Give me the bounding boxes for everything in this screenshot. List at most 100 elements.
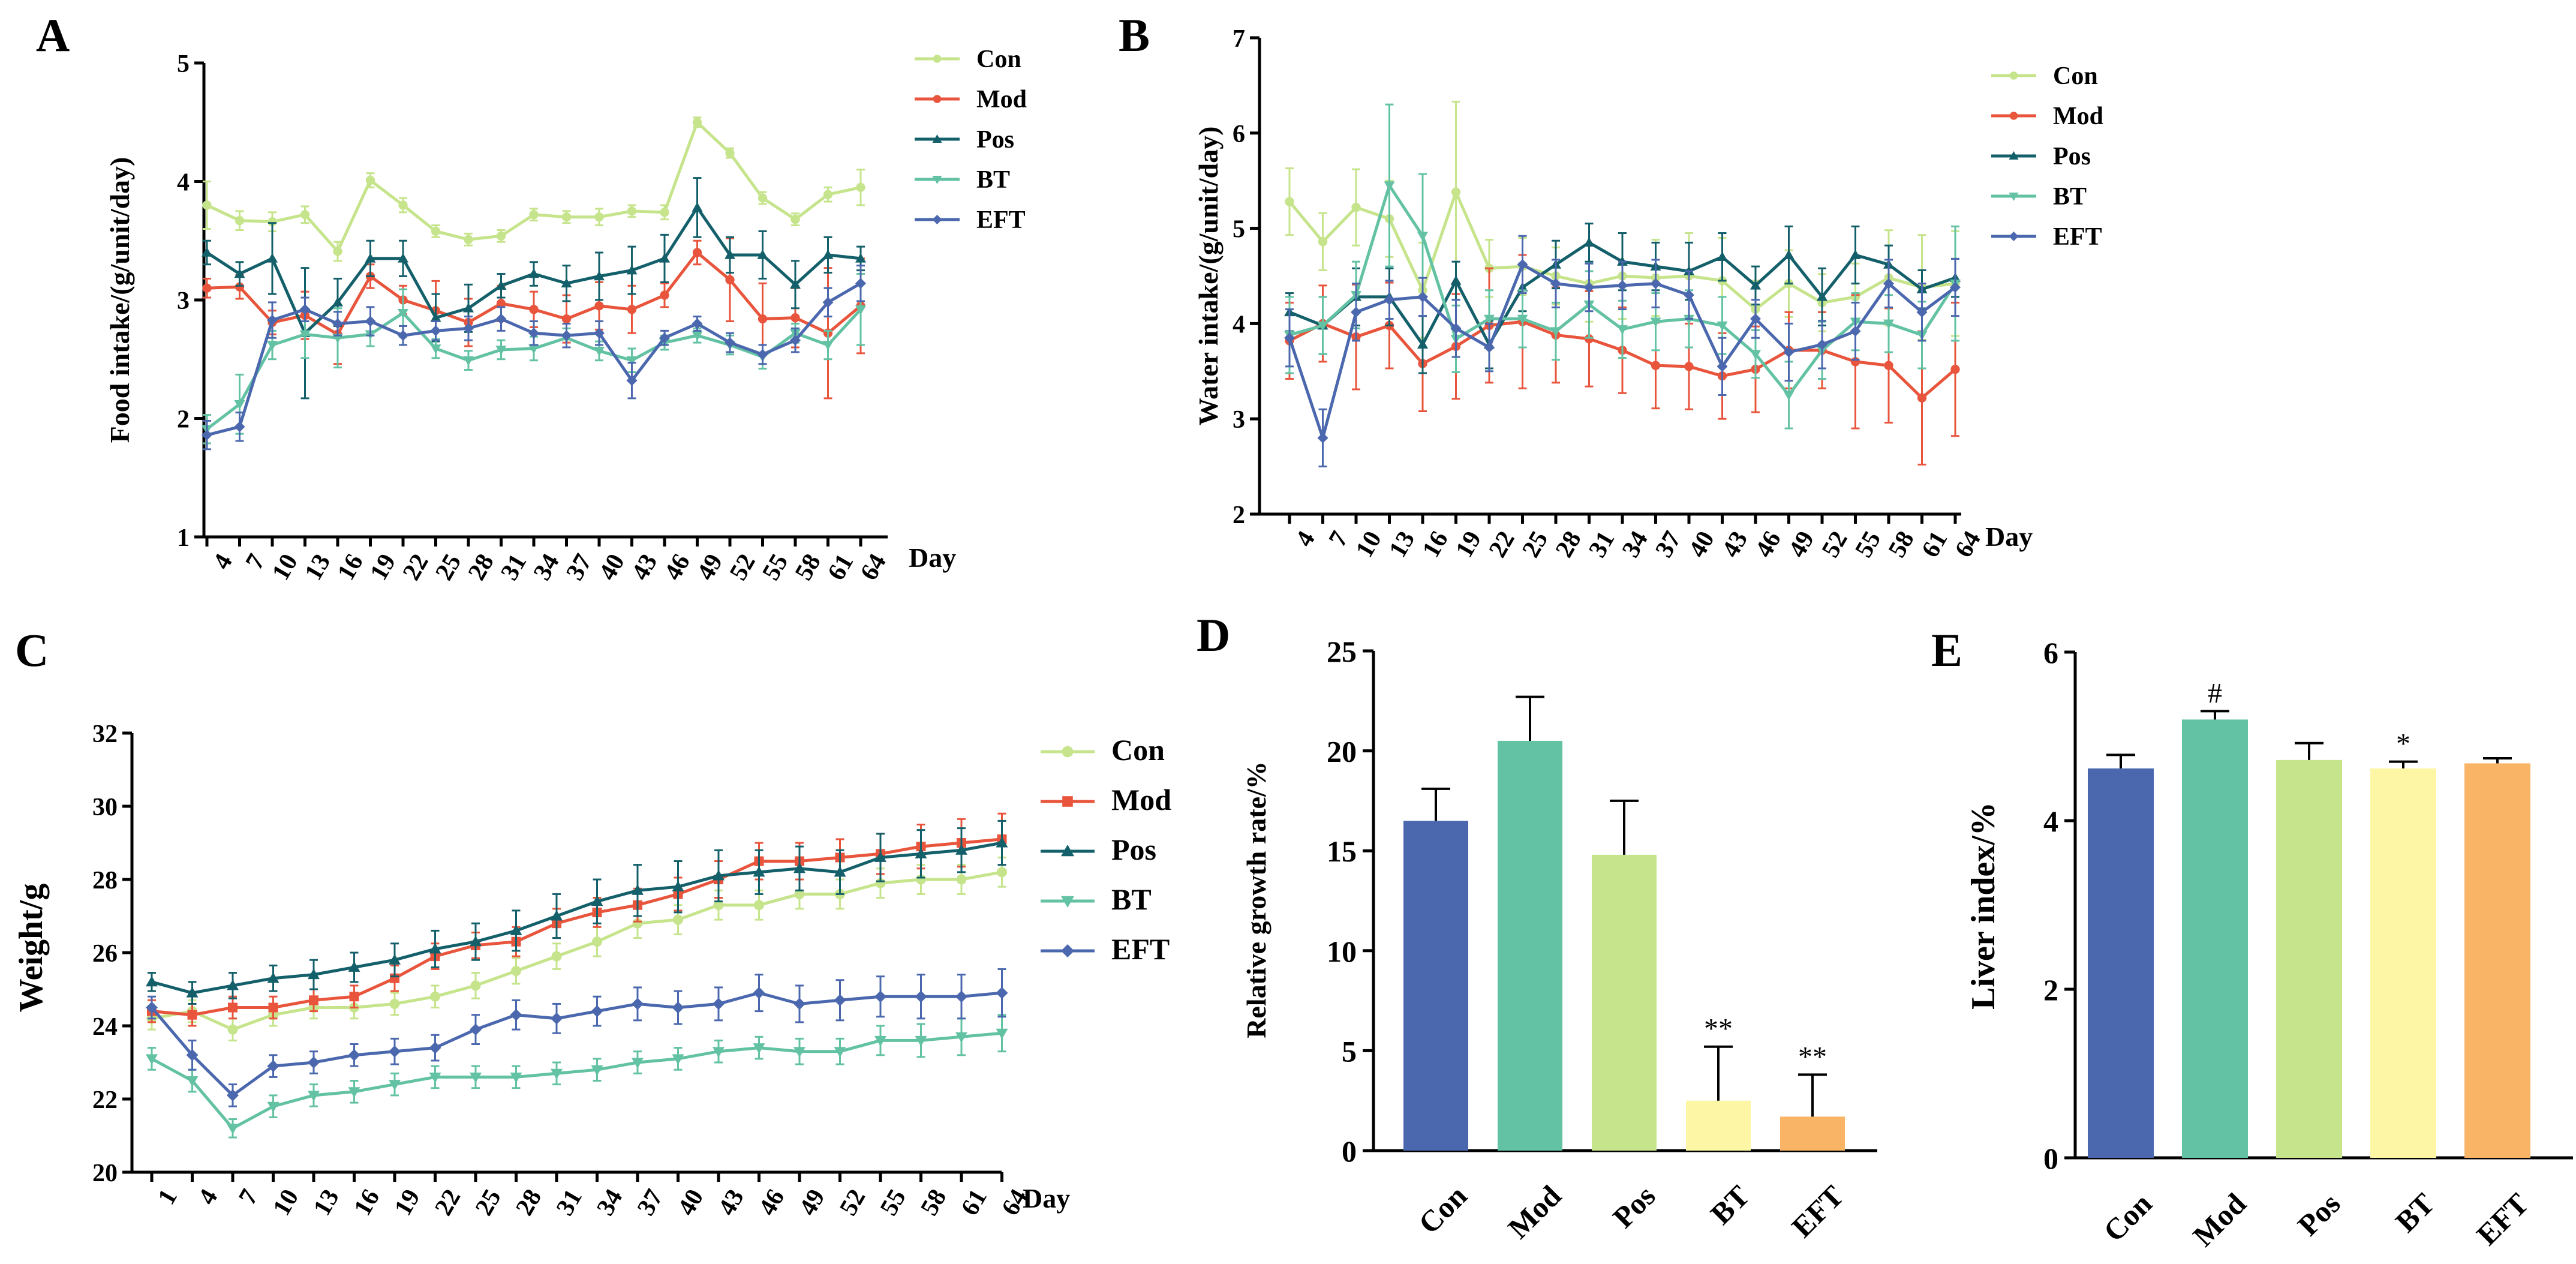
bar-eft <box>1780 1116 1845 1151</box>
data-point <box>470 1072 482 1083</box>
x-tick-label: 19 <box>365 550 401 585</box>
data-point <box>856 182 865 193</box>
x-tick-label: 55 <box>757 550 793 585</box>
bar-bt <box>2370 768 2436 1158</box>
data-point <box>915 848 927 858</box>
y-tick-label: 4 <box>1233 311 1245 338</box>
data-point <box>1550 327 1561 337</box>
data-point <box>591 1005 603 1017</box>
y-tick-label: 2 <box>177 406 190 434</box>
x-tick-label: 7 <box>233 1185 263 1209</box>
data-point <box>551 910 563 921</box>
data-point <box>793 998 805 1010</box>
data-point <box>823 190 833 199</box>
y-tick-label: 6 <box>1233 121 1245 148</box>
legend-marker <box>1061 944 1074 957</box>
legend: Con Mod Pos BT EFT <box>915 46 1027 234</box>
y-tick-label: 0 <box>2043 1142 2058 1175</box>
data-point <box>790 313 800 323</box>
legend-marker <box>933 95 942 103</box>
data-point <box>470 980 481 991</box>
data-point <box>234 400 245 410</box>
panel-letter: C <box>15 624 49 676</box>
data-point <box>855 305 866 315</box>
y-axis-label: Food intake/(g/unit/day) <box>104 157 135 443</box>
data-point <box>348 1087 360 1098</box>
data-point <box>202 200 212 210</box>
data-point <box>551 951 562 962</box>
data-point <box>1650 278 1661 289</box>
x-tick-label: Pos <box>1606 1179 1662 1235</box>
data-point <box>561 314 572 324</box>
x-tick-label: 1 <box>152 1185 182 1209</box>
data-point <box>594 271 605 281</box>
x-tick-label: 46 <box>753 1185 790 1220</box>
legend-label: Pos <box>2053 143 2091 170</box>
data-point <box>1451 187 1461 197</box>
x-tick-label: 13 <box>308 1185 345 1220</box>
data-point <box>365 175 375 185</box>
x-tick-label: 22 <box>398 550 434 585</box>
legend-marker <box>2009 71 2018 80</box>
series-line <box>151 1031 1002 1130</box>
data-point <box>1916 307 1928 318</box>
legend-marker <box>933 55 942 63</box>
data-point <box>754 900 764 911</box>
data-point <box>793 1047 805 1058</box>
x-tick-label: 58 <box>1883 527 1920 562</box>
x-tick-label: 46 <box>1750 527 1787 562</box>
data-point <box>822 341 834 351</box>
x-axis-label: Day <box>909 542 956 573</box>
legend-label: Pos <box>1111 833 1156 866</box>
data-point <box>1684 289 1694 301</box>
x-tick-label: 55 <box>1850 527 1886 562</box>
series-eft <box>146 968 1008 1107</box>
data-point <box>725 148 735 158</box>
data-point <box>1583 282 1595 293</box>
series-line <box>151 841 1002 995</box>
data-point <box>672 1054 684 1065</box>
y-tick-label: 26 <box>92 940 118 968</box>
data-point <box>1384 294 1395 305</box>
x-tick-label: Con <box>2097 1187 2159 1248</box>
x-tick-label: 40 <box>594 550 630 585</box>
x-tick-label: 46 <box>659 550 696 585</box>
data-point <box>1384 181 1395 191</box>
legend-label: Mod <box>976 86 1027 113</box>
data-point <box>591 1065 603 1076</box>
data-point <box>692 318 703 329</box>
legend: Con Mod Pos BT EFT <box>1991 62 2103 251</box>
data-point <box>1284 332 1295 344</box>
series-line <box>151 870 1002 1031</box>
data-point <box>725 249 735 259</box>
data-point <box>146 975 158 987</box>
data-point <box>511 966 521 976</box>
data-point <box>510 1072 522 1083</box>
x-tick-label: Pos <box>2291 1187 2347 1242</box>
data-point <box>1583 237 1595 247</box>
x-tick-label: 16 <box>332 550 369 585</box>
data-point <box>348 1049 360 1061</box>
data-point <box>834 1047 846 1058</box>
x-tick-label: 64 <box>855 550 892 585</box>
series-eft <box>202 265 866 451</box>
significance-mark: # <box>2208 677 2222 709</box>
data-point <box>398 253 408 263</box>
data-point <box>267 314 278 326</box>
data-point <box>430 312 441 322</box>
data-point <box>1950 282 1961 293</box>
legend-label: EFT <box>2053 223 2102 251</box>
x-axis-label: Day <box>1023 1183 1070 1214</box>
data-point <box>672 1001 684 1014</box>
data-point <box>659 332 670 344</box>
legend-marker <box>932 215 942 224</box>
data-point <box>955 844 967 855</box>
data-point <box>758 193 768 203</box>
data-point <box>1750 313 1761 325</box>
legend-marker <box>932 176 942 184</box>
data-point <box>529 210 539 220</box>
data-point <box>464 235 473 244</box>
x-tick-label: 49 <box>692 550 728 585</box>
data-point <box>874 1035 886 1047</box>
